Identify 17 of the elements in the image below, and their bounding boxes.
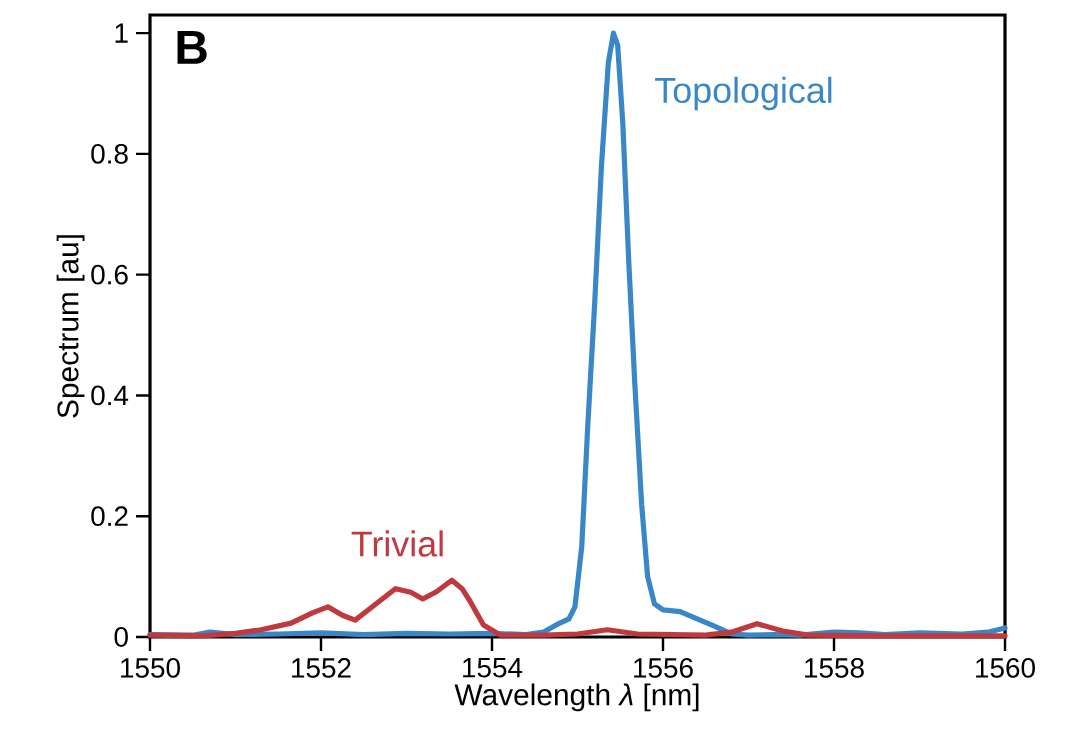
x-tick-label: 1552 — [292, 658, 351, 678]
chart-title: B — [177, 30, 207, 64]
series-label: Topological — [655, 76, 832, 111]
x-axis-title: Wavelength λ [nm] — [454, 683, 699, 712]
y-tick-label: 0.6 — [91, 264, 128, 285]
x-tick-label: 1550 — [121, 658, 180, 678]
x-tick-label: 1554 — [463, 658, 523, 678]
series-label: Trivial — [351, 530, 443, 557]
x-tick-label: 1556 — [634, 658, 693, 678]
y-tick-label: 1 — [115, 23, 128, 43]
y-tick-label: 0 — [114, 627, 128, 647]
x-tick-label: 1560 — [976, 658, 1035, 678]
y-tick-label: 0.2 — [91, 506, 128, 527]
y-tick-label: 0.8 — [91, 143, 128, 164]
y-axis-title: Spectrum [au] — [56, 235, 85, 418]
y-tick-label: 0.4 — [91, 385, 129, 406]
x-tick-label: 1558 — [805, 658, 864, 678]
